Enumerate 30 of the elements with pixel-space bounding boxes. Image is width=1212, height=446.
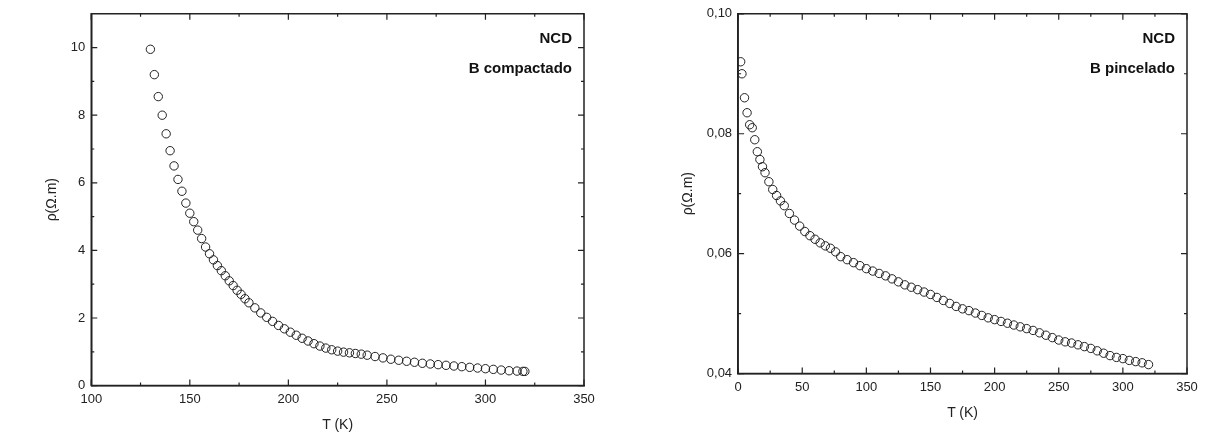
x-tick-label: 150: [919, 378, 942, 394]
annotation: B pincelado: [1089, 59, 1175, 77]
x-tick-label: 300: [474, 390, 497, 406]
x-axis-title: T (K): [947, 404, 978, 421]
x-tick-label: 300: [1112, 378, 1134, 394]
x-tick-label: 50: [795, 378, 810, 394]
x-tick-label: 200: [983, 378, 1006, 394]
y-tick-label: 8: [78, 106, 86, 122]
y-tick-label: 6: [78, 174, 86, 190]
annotation: NCD: [539, 29, 573, 47]
x-tick-label: 250: [376, 390, 398, 406]
y-axis-title: ρ(Ω.m): [679, 172, 696, 216]
x-tick-label: 100: [80, 390, 103, 406]
y-tick-label: 0,10: [706, 5, 733, 21]
y-tick-label: 0,08: [706, 125, 733, 141]
y-tick-label: 0,04: [706, 365, 733, 381]
x-axis-title: T (K): [322, 416, 354, 433]
x-tick-label: 200: [277, 390, 300, 406]
x-tick-label: 350: [573, 390, 595, 406]
annotation: B compactado: [468, 59, 572, 77]
y-tick-label: 4: [78, 241, 86, 257]
x-tick-label: 350: [1176, 378, 1198, 394]
x-tick-label: 100: [855, 378, 878, 394]
y-axis-title: ρ(Ω.m): [43, 178, 60, 222]
y-tick-label: 10: [70, 39, 86, 55]
annotation: NCD: [1142, 29, 1176, 47]
y-tick-label: 2: [78, 309, 86, 325]
x-tick-label: 250: [1047, 378, 1070, 394]
x-tick-label: 150: [178, 390, 201, 406]
y-tick-label: 0,06: [706, 245, 733, 261]
